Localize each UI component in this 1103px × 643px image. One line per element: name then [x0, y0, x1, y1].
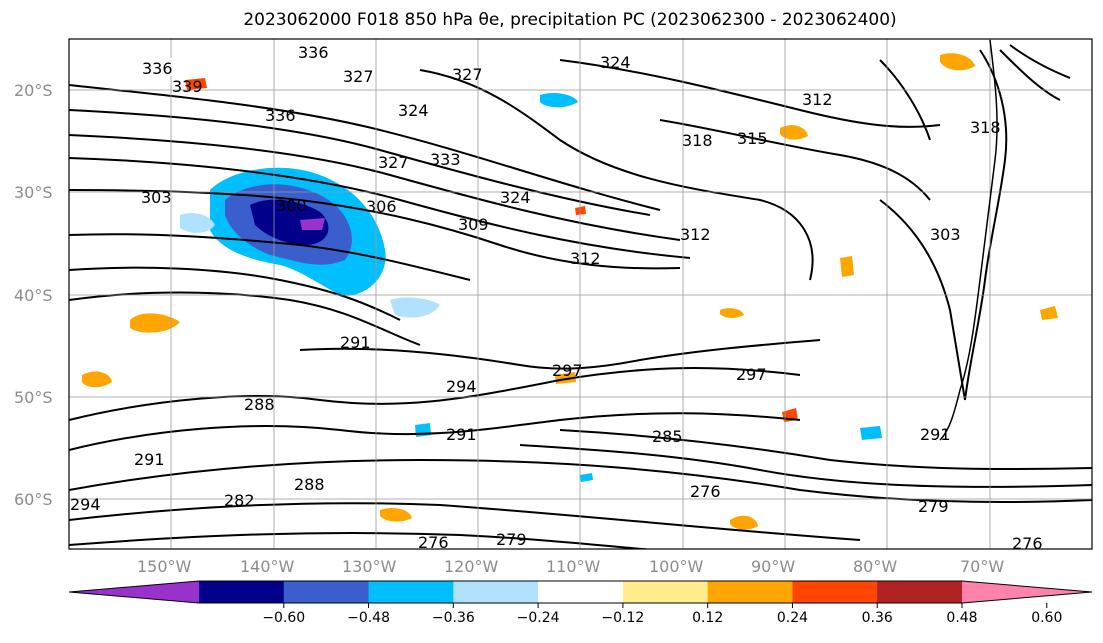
contour-label: 291 — [134, 450, 165, 469]
colorbar-bin — [622, 581, 709, 603]
colorbar-tick-label: −0.48 — [347, 610, 390, 626]
lat-label: 40°S — [14, 286, 53, 305]
contour-label: 324 — [500, 188, 531, 207]
contour-label: 327 — [452, 65, 483, 84]
contour-label: 306 — [366, 197, 397, 216]
contour-label: 327 — [343, 67, 374, 86]
colorbar-bin — [538, 581, 624, 603]
contour-label: 294 — [70, 495, 101, 514]
lat-label: 20°S — [14, 81, 53, 100]
coastline — [939, 39, 998, 441]
contour-label: 303 — [141, 188, 172, 207]
colorbar-extend-high — [962, 581, 1092, 603]
lon-label: 140°W — [240, 557, 295, 576]
contour-label: 318 — [970, 118, 1001, 137]
colorbar-bin — [368, 581, 454, 603]
lat-label: 50°S — [14, 388, 53, 407]
colorbar-bin — [707, 581, 793, 603]
lat-label: 60°S — [14, 490, 53, 509]
lon-label: 130°W — [342, 557, 397, 576]
colorbar-bin — [283, 581, 370, 603]
contour-label: 336 — [265, 106, 296, 125]
colorbar-bin — [877, 581, 963, 603]
colorbar-bin — [792, 581, 878, 603]
map-title: 2023062000 F018 850 hPa θe, precipitatio… — [243, 10, 897, 30]
contour-label: 288 — [244, 395, 275, 414]
contour-label: 333 — [430, 150, 461, 169]
contour-label: 288 — [294, 475, 325, 494]
contour-label: 291 — [446, 425, 477, 444]
colorbar-tick-label: −0.36 — [432, 610, 475, 626]
contour-labels: 336 339 336 327 324 327 324 336 327 333 … — [70, 43, 1043, 553]
contour-label: 276 — [690, 482, 721, 501]
contour-label: 312 — [680, 225, 711, 244]
colorbar-bin — [199, 581, 285, 603]
longitude-labels: 150°W 140°W 130°W 120°W 110°W 100°W 90°W… — [137, 557, 1004, 576]
contour-label: 291 — [340, 333, 371, 352]
contour-label: 294 — [446, 377, 477, 396]
latitude-labels: 20°S 30°S 40°S 50°S 60°S — [14, 81, 53, 509]
contour-label: 276 — [1012, 534, 1043, 553]
colorbar-tick-label: −0.12 — [601, 610, 644, 626]
contour-label: 336 — [142, 59, 173, 78]
map-grid — [69, 39, 1092, 549]
lon-label: 120°W — [444, 557, 499, 576]
contour-label: 285 — [652, 427, 683, 446]
contour-label: 309 — [458, 215, 489, 234]
precip-shading — [82, 53, 1058, 530]
contour-label: 336 — [298, 43, 329, 62]
contour-label: 318 — [682, 131, 713, 150]
contour-label: 324 — [398, 101, 429, 120]
contour-label: 315 — [737, 129, 768, 148]
contour-label: 327 — [378, 153, 409, 172]
contour-label: 297 — [736, 365, 767, 384]
contour-label: 312 — [802, 90, 833, 109]
colorbar-tick-label: 0.60 — [1031, 610, 1062, 626]
colorbar-tick-label: 0.48 — [946, 610, 977, 626]
lon-label: 80°W — [853, 557, 897, 576]
lon-label: 110°W — [546, 557, 601, 576]
map-frame — [68, 38, 1093, 550]
contour-label: 279 — [918, 497, 949, 516]
contour-label: 300 — [276, 196, 307, 215]
contour-label: 303 — [930, 225, 961, 244]
contour-label: 282 — [224, 491, 255, 510]
lon-label: 90°W — [751, 557, 795, 576]
contour-label: 291 — [920, 425, 951, 444]
colorbar-tick-label: −0.60 — [262, 610, 305, 626]
contour-label: 312 — [570, 249, 601, 268]
colorbar-outline — [68, 580, 1093, 604]
contour-label: 279 — [496, 530, 527, 549]
colorbar-tick-label: 0.24 — [777, 610, 808, 626]
lon-label: 100°W — [649, 557, 704, 576]
colorbar: −0.60 −0.48 −0.36 −0.24 −0.12 0.12 0.24 0.36 0.4… — [68, 580, 1093, 626]
lon-label: 150°W — [137, 557, 192, 576]
lon-label: 70°W — [960, 557, 1004, 576]
contour-label: 276 — [418, 533, 449, 552]
colorbar-tick-label: 0.12 — [692, 610, 723, 626]
contour-label: 339 — [172, 77, 203, 96]
colorbar-extend-low — [69, 581, 199, 603]
colorbar-bin — [453, 581, 539, 603]
colorbar-tick-label: 0.36 — [862, 610, 893, 626]
colorbar-tick-label: −0.24 — [517, 610, 560, 626]
contour-label: 297 — [552, 361, 583, 380]
lat-label: 30°S — [14, 183, 53, 202]
contour-label: 324 — [600, 53, 631, 72]
